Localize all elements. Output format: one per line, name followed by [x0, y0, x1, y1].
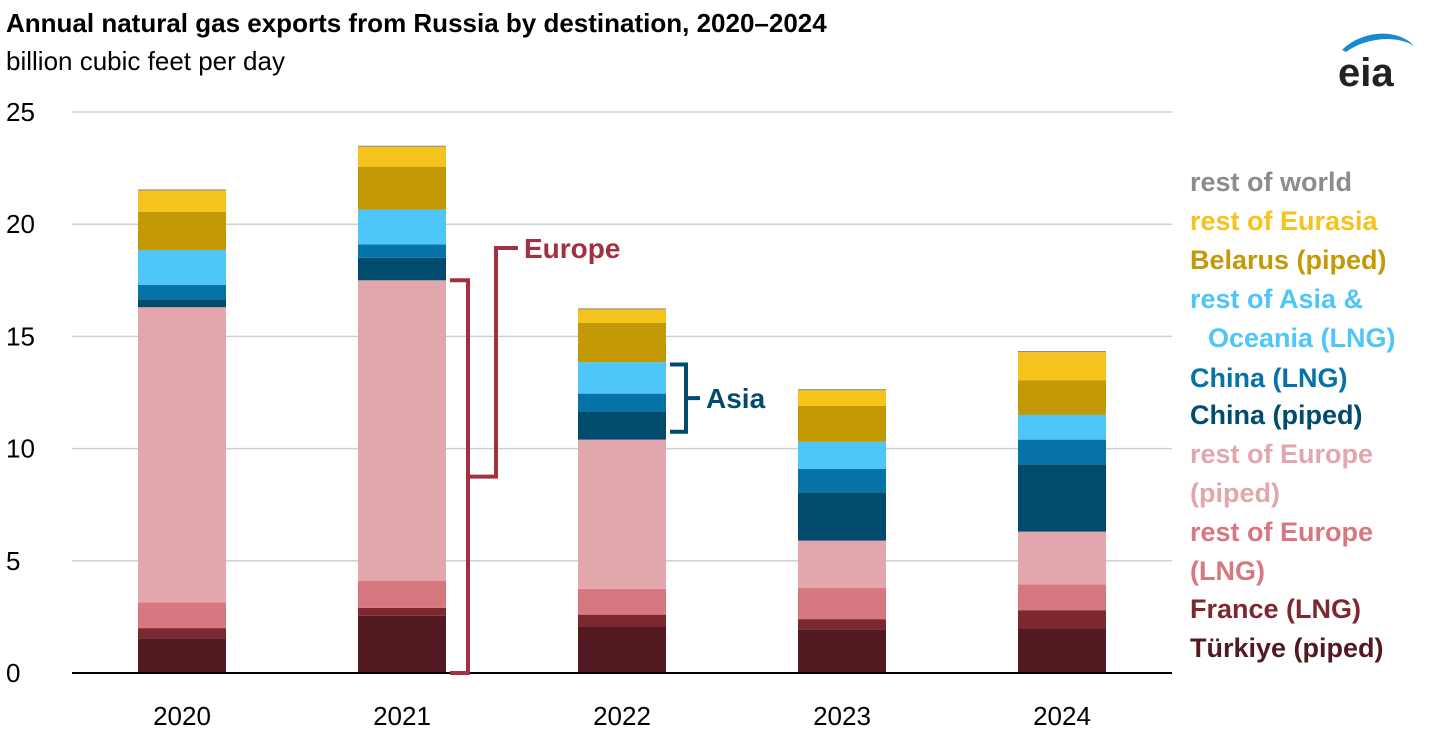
bar-segment [358, 145, 446, 147]
legend-item: (LNG) [1190, 556, 1265, 586]
legend-item: China (LNG) [1190, 363, 1347, 393]
x-tick-label: 2020 [153, 701, 211, 729]
bar-segment [578, 614, 666, 627]
bar-segment [798, 389, 886, 391]
bar-segment [798, 540, 886, 588]
eia-logo-swoosh [1342, 33, 1414, 52]
legend-item: (piped) [1190, 478, 1280, 508]
bar-segment [358, 615, 446, 673]
bar-segment [138, 628, 226, 639]
bar-segment [1018, 464, 1106, 532]
eia-logo: eia [1338, 33, 1414, 92]
bar-segment [1018, 531, 1106, 585]
legend-item: rest of world [1190, 167, 1352, 197]
bar-segment [578, 362, 666, 394]
bar-segment [358, 280, 446, 581]
bar-segment [138, 211, 226, 251]
bar-segment [1018, 380, 1106, 415]
bar-stack-2022 [578, 308, 666, 673]
y-axis-ticks: 0 5 10 15 20 25 [6, 97, 35, 688]
bar-segment [578, 626, 666, 673]
annotation-asia: Asia [670, 362, 766, 434]
legend-item: Türkiye (piped) [1190, 633, 1384, 663]
bar-segment [138, 190, 226, 212]
bar-segment [578, 393, 666, 412]
asia-label: Asia [706, 383, 766, 414]
y-tick-label: 10 [6, 434, 35, 464]
europe-bracket [450, 278, 480, 675]
legend-item: France (LNG) [1190, 594, 1361, 624]
bar-segment [578, 309, 666, 323]
x-tick-label: 2024 [1033, 701, 1091, 729]
bar-segment [1018, 414, 1106, 440]
bar-segment [578, 322, 666, 363]
y-tick-label: 0 [6, 658, 20, 688]
bar-segment [1018, 352, 1106, 381]
y-tick-label: 5 [6, 546, 20, 576]
bar-segment [138, 307, 226, 603]
bar-segment [358, 146, 446, 167]
chart-subtitle: billion cubic feet per day [6, 46, 285, 76]
bar-segment [358, 166, 446, 210]
bar-stack-2021 [358, 145, 446, 673]
bar-segment [138, 189, 226, 191]
y-tick-label: 20 [6, 209, 35, 239]
bar-segment [358, 244, 446, 258]
legend-item: rest of Eurasia [1190, 206, 1379, 236]
bar-segment [578, 308, 666, 310]
bar-segment [798, 468, 886, 493]
legend: rest of world rest of Eurasia Belarus (pip… [1190, 167, 1396, 663]
y-tick-label: 25 [6, 97, 35, 127]
bar-segment [798, 390, 886, 406]
bars [138, 145, 1106, 673]
bar-stack-2024 [1018, 350, 1106, 673]
bar-segment [138, 602, 226, 629]
bar-segment [138, 299, 226, 308]
bar-segment [1018, 584, 1106, 611]
legend-item: rest of Europe [1190, 439, 1373, 469]
asia-bracket [670, 362, 700, 434]
bar-segment [138, 284, 226, 300]
annotations: Europe Asia [450, 233, 766, 675]
bar-segment [358, 607, 446, 616]
bar-segment [798, 619, 886, 630]
x-tick-label: 2023 [813, 701, 871, 729]
legend-item: Belarus (piped) [1190, 245, 1387, 275]
bar-segment [358, 257, 446, 281]
bar-segment [1018, 350, 1106, 353]
svg-text:eia: eia [1338, 51, 1394, 92]
y-tick-label: 15 [6, 321, 35, 351]
bar-segment [798, 629, 886, 673]
x-tick-label: 2021 [373, 701, 431, 729]
legend-item: China (piped) [1190, 400, 1362, 430]
bar-segment [1018, 610, 1106, 629]
bar-segment [578, 588, 666, 615]
bar-segment [798, 587, 886, 620]
legend-item: rest of Asia & [1190, 284, 1363, 314]
x-tick-label: 2022 [593, 701, 651, 729]
bar-segment [358, 580, 446, 608]
europe-leader [480, 246, 518, 479]
x-axis-ticks: 2020 2021 2022 2023 2024 [153, 701, 1091, 729]
bar-segment [798, 492, 886, 541]
annotation-europe: Europe [450, 233, 620, 675]
bar-segment [138, 250, 226, 285]
bar-segment [1018, 628, 1106, 673]
bar-segment [578, 411, 666, 440]
bar-segment [798, 441, 886, 469]
bar-segment [578, 439, 666, 589]
bar-segment [358, 209, 446, 245]
bar-segment [138, 638, 226, 673]
legend-item: Oceania (LNG) [1208, 323, 1396, 353]
chart-title: Annual natural gas exports from Russia b… [6, 8, 827, 38]
bar-segment [1018, 439, 1106, 465]
bar-segment [798, 405, 886, 442]
europe-label: Europe [524, 233, 620, 264]
bar-stack-2020 [138, 189, 226, 673]
bar-stack-2023 [798, 389, 886, 673]
legend-item: rest of Europe [1190, 517, 1373, 547]
